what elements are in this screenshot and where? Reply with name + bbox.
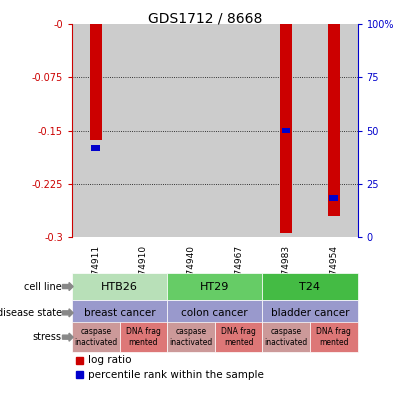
Bar	[310, 24, 358, 237]
Bar	[262, 24, 310, 237]
Bar	[120, 24, 167, 237]
Bar	[282, 128, 291, 134]
Text: breast cancer: breast cancer	[84, 308, 155, 318]
Bar	[280, 24, 292, 233]
Bar	[167, 24, 215, 237]
Text: caspase
inactivated: caspase inactivated	[169, 328, 212, 347]
Text: GDS1712 / 8668: GDS1712 / 8668	[148, 11, 263, 26]
Text: HT29: HT29	[200, 281, 229, 292]
Text: stress: stress	[32, 332, 62, 342]
Text: caspase
inactivated: caspase inactivated	[74, 328, 118, 347]
Text: DNA frag
mented: DNA frag mented	[316, 328, 351, 347]
Text: DNA frag
mented: DNA frag mented	[221, 328, 256, 347]
Bar	[91, 145, 100, 151]
Text: HTB26: HTB26	[101, 281, 138, 292]
Text: colon cancer: colon cancer	[181, 308, 248, 318]
Text: log ratio: log ratio	[88, 356, 131, 365]
Text: disease state: disease state	[0, 308, 62, 318]
Bar	[90, 24, 102, 140]
Text: T24: T24	[300, 281, 321, 292]
Bar	[72, 24, 120, 237]
Bar	[330, 195, 338, 201]
Text: caspase
inactivated: caspase inactivated	[265, 328, 308, 347]
Text: DNA frag
mented: DNA frag mented	[126, 328, 161, 347]
Text: bladder cancer: bladder cancer	[271, 308, 349, 318]
Text: cell line: cell line	[24, 281, 62, 292]
Bar	[328, 24, 340, 216]
Text: percentile rank within the sample: percentile rank within the sample	[88, 370, 263, 379]
Bar	[215, 24, 262, 237]
